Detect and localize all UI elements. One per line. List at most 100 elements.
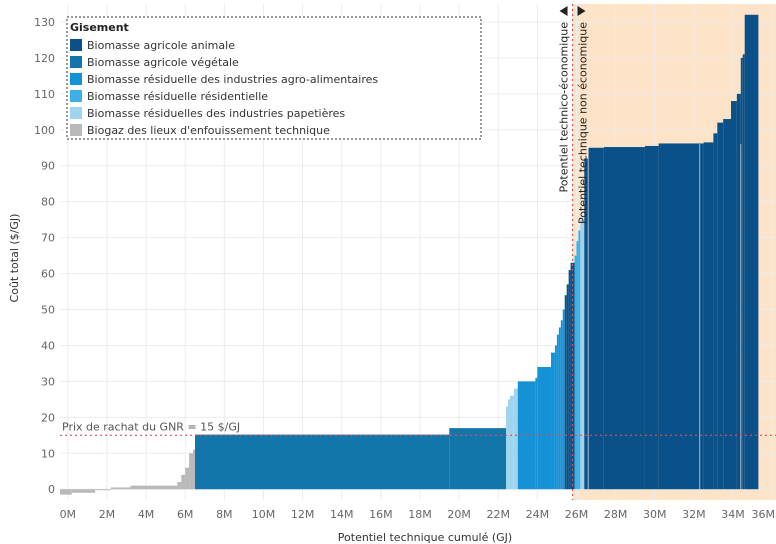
legend-item-label: Biomasse agricole animale <box>87 39 235 52</box>
non-economic-potential-label: Potentiel technique non économique <box>577 22 590 224</box>
cost-bar <box>560 320 563 490</box>
x-tick-label: 28M <box>604 508 628 521</box>
cost-bar <box>130 485 178 490</box>
cost-bar <box>177 482 182 490</box>
cost-bar <box>513 388 518 490</box>
y-tick-label: 30 <box>41 375 55 388</box>
cost-bar <box>566 284 569 490</box>
cost-bar <box>713 133 718 490</box>
x-axis-title: Potentiel technique cumulé (GJ) <box>338 531 512 544</box>
x-tick-label: 16M <box>369 508 393 521</box>
x-tick-label: 26M <box>565 508 589 521</box>
y-tick-label: 60 <box>41 268 55 281</box>
x-tick-label: 8M <box>216 508 233 521</box>
legend-item-label: Biomasse résiduelle des industries agro-… <box>87 73 378 86</box>
cost-bar <box>60 489 72 495</box>
legend-swatch <box>70 39 82 51</box>
cost-bar <box>535 377 538 490</box>
cost-bar <box>95 489 111 491</box>
cost-bar <box>194 434 450 490</box>
cost-bar <box>580 219 585 490</box>
x-tick-label: 18M <box>408 508 432 521</box>
cost-bar <box>193 449 195 490</box>
cost-bar <box>568 269 571 490</box>
legend: Gisement Biomasse agricole animale Biomass… <box>66 16 482 140</box>
cost-bar <box>558 327 561 490</box>
y-tick-label: 110 <box>34 88 55 101</box>
y-tick-label: 90 <box>41 160 55 173</box>
x-tick-label: 24M <box>526 508 550 521</box>
legend-box <box>66 16 482 140</box>
x-tick-label: 34M <box>721 508 745 521</box>
cost-bar <box>578 230 581 490</box>
cost-bar <box>576 241 579 490</box>
cost-bar <box>185 467 190 490</box>
arrow-left-icon <box>559 6 568 16</box>
y-tick-label: 130 <box>34 16 55 29</box>
cost-bar <box>736 93 741 490</box>
x-tick-label: 14M <box>330 508 354 521</box>
cost-bar <box>744 14 759 490</box>
cost-bar <box>506 406 508 490</box>
x-tick-label: 30M <box>643 508 667 521</box>
x-tick-label: 0M <box>60 508 77 521</box>
cost-bar <box>554 345 557 490</box>
x-tick-label: 32M <box>682 508 706 521</box>
y-tick-label: 70 <box>41 232 55 245</box>
cost-bar <box>556 334 559 490</box>
cost-bar <box>181 474 186 490</box>
x-tick-label: 20M <box>447 508 471 521</box>
legend-title: Gisement <box>70 21 129 34</box>
legend-item-label: Biomasse agricole végétale <box>87 56 239 69</box>
cost-bar <box>551 352 555 490</box>
cost-bar <box>564 295 567 490</box>
legend-swatch <box>70 107 82 119</box>
economic-potential-label: Potentiel technico-économique <box>558 22 571 193</box>
legend-swatch <box>70 90 82 102</box>
cost-bar <box>562 309 565 490</box>
legend-item-label: Biomasse résiduelle résidentielle <box>87 90 268 103</box>
x-tick-label: 10M <box>252 508 276 521</box>
cost-bar <box>588 147 604 490</box>
y-axis-title: Coût total ($/GJ) <box>8 214 21 303</box>
x-tick-label: 4M <box>138 508 155 521</box>
cost-bar <box>731 101 737 490</box>
cost-bar <box>71 489 96 493</box>
cost-bar <box>189 453 194 490</box>
x-tick-label: 6M <box>177 508 194 521</box>
cost-bar <box>703 142 714 490</box>
cost-bar <box>644 145 659 490</box>
y-tick-label: 20 <box>41 411 55 424</box>
cost-bar <box>740 57 743 490</box>
y-tick-label: 40 <box>41 339 55 352</box>
legend-swatch <box>70 73 82 85</box>
x-tick-label: 36M <box>752 508 776 521</box>
legend-swatch <box>70 124 82 136</box>
y-tick-label: 80 <box>41 196 55 209</box>
cost-bar <box>110 487 131 490</box>
y-tick-label: 50 <box>41 304 55 317</box>
x-tick-label: 12M <box>291 508 315 521</box>
legend-swatch <box>70 56 82 68</box>
cost-bar <box>603 147 645 490</box>
cost-bar <box>509 395 514 490</box>
cost-bar <box>658 143 704 490</box>
y-tick-label: 120 <box>34 52 55 65</box>
cost-bar <box>537 367 552 490</box>
legend-item-label: Biogaz des lieux d'enfouissement techniq… <box>87 124 330 137</box>
cost-bar <box>723 119 732 490</box>
cost-bar <box>742 54 745 490</box>
cost-bar <box>574 255 577 490</box>
arrow-right-icon <box>577 6 586 16</box>
cost-bar <box>449 428 507 490</box>
y-tick-label: 0 <box>48 483 55 496</box>
x-tick-label: 22M <box>486 508 510 521</box>
y-tick-label: 100 <box>34 124 55 137</box>
cost-bar <box>584 158 589 490</box>
cost-bar <box>717 122 724 490</box>
cost-bar <box>507 399 510 490</box>
legend-item-label: Biomasse résiduelles des industries pape… <box>87 107 345 120</box>
y-tick-label: 10 <box>41 447 55 460</box>
threshold-label: Prix de rachat du GNR = 15 $/GJ <box>62 420 240 433</box>
